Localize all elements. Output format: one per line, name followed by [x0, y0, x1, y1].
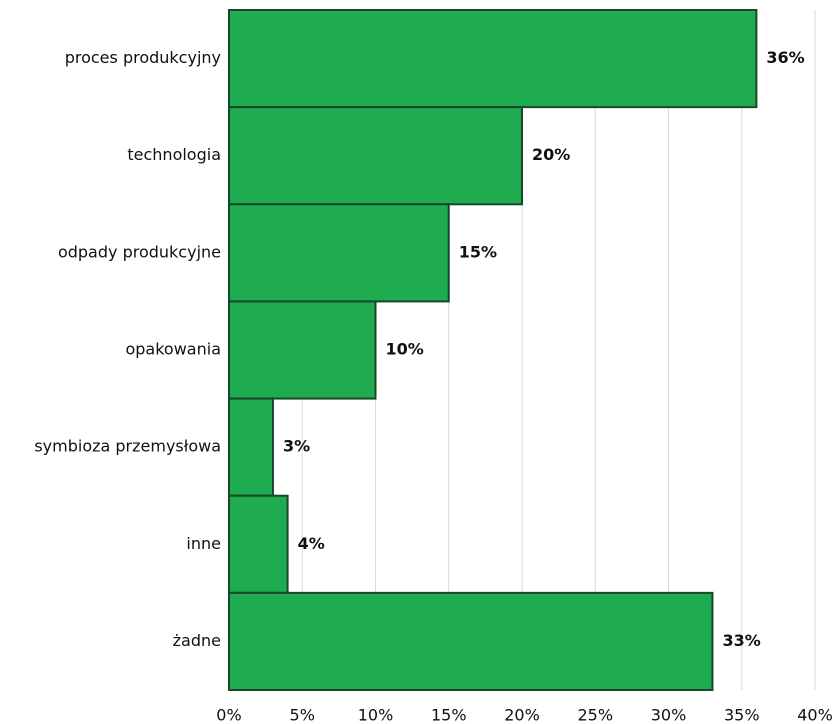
bar: [228, 397, 274, 497]
x-tick-label: 35%: [724, 706, 760, 724]
y-tick-label: opakowania: [125, 340, 221, 359]
x-tick-label: 20%: [504, 706, 540, 724]
bar: [228, 203, 450, 303]
x-tick-label: 40%: [797, 706, 833, 724]
value-label: 3%: [283, 437, 310, 456]
x-tick-label: 30%: [651, 706, 687, 724]
y-tick-label: symbioza przemysłowa: [34, 437, 221, 456]
y-tick-label: odpady produkcyjne: [58, 242, 221, 261]
bar: [228, 9, 758, 109]
y-tick-label: technologia: [127, 145, 221, 164]
value-label: 36%: [766, 48, 804, 67]
x-tick-label: 15%: [431, 706, 467, 724]
x-tick-label: 10%: [358, 706, 394, 724]
bar: [228, 106, 523, 206]
bar: [228, 300, 377, 400]
value-label: 10%: [386, 340, 424, 359]
bar: [228, 494, 289, 594]
x-tick-label: 0%: [216, 706, 241, 724]
x-tick-label: 25%: [577, 706, 613, 724]
y-tick-label: żadne: [173, 631, 221, 650]
bar: [228, 591, 714, 691]
value-label: 33%: [722, 631, 760, 650]
value-label: 20%: [532, 145, 570, 164]
value-label: 4%: [298, 534, 325, 553]
value-label: 15%: [459, 242, 497, 261]
y-tick-label: inne: [186, 534, 221, 553]
y-tick-label: proces produkcyjny: [65, 48, 221, 67]
x-tick-label: 5%: [290, 706, 315, 724]
